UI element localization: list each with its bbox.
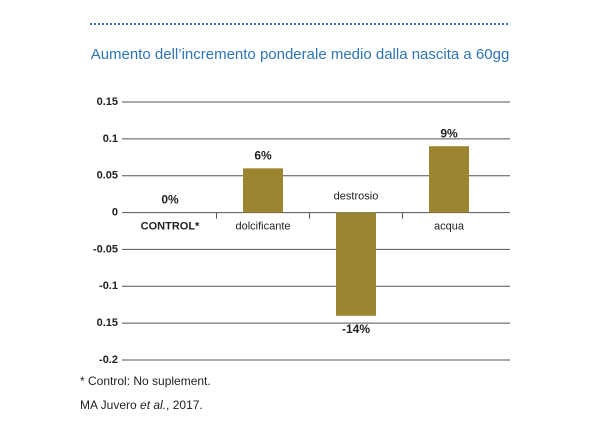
y-tick-label: -0.2 — [99, 354, 118, 366]
citation-part: et al. — [140, 398, 166, 412]
value-label: 0% — [161, 193, 179, 207]
citation: MA Juvero et al., 2017. — [80, 398, 203, 412]
x-tick-label: CONTROL* — [141, 220, 200, 232]
bar — [243, 168, 283, 213]
y-tick-label: -0.1 — [99, 280, 118, 292]
x-tick-label: acqua — [434, 220, 465, 232]
value-label: 6% — [254, 149, 272, 163]
bar — [429, 146, 469, 213]
value-label: 9% — [440, 126, 458, 140]
footnote: * Control: No suplement. — [80, 374, 211, 388]
y-tick-label: 0.15 — [97, 96, 118, 108]
y-tick-label: 0.05 — [97, 170, 118, 182]
citation-part: , 2017. — [166, 398, 203, 412]
y-tick-label: 0 — [112, 206, 118, 218]
x-tick-label: destrosio — [334, 190, 379, 202]
value-label: -14% — [342, 322, 370, 336]
y-tick-label: 0.1 — [103, 133, 118, 145]
x-tick-label: dolcificante — [235, 220, 290, 232]
y-tick-label: -0.05 — [93, 243, 118, 255]
y-tick-label: 0.15 — [97, 317, 118, 329]
chart-title: Aumento dell’incremento ponderale medio … — [91, 46, 510, 63]
citation-part: MA Juvero — [80, 398, 140, 412]
bar — [336, 212, 376, 316]
